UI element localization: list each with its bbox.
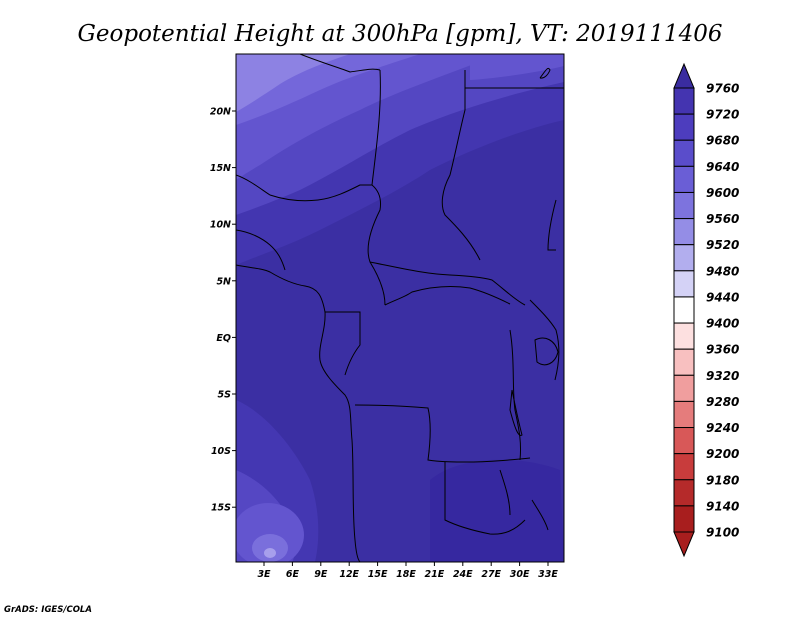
lake-1 — [509, 389, 523, 436]
colorbar-level-label: 9560 — [706, 212, 739, 226]
height-field — [236, 54, 564, 562]
colorbar-swatch — [673, 244, 695, 272]
colorbar-swatch — [673, 348, 695, 376]
border-6 — [325, 311, 361, 376]
border-2 — [441, 70, 481, 261]
colorbar-swatch — [673, 427, 695, 455]
lon-tick-label: 18E — [396, 569, 416, 580]
lon-tick-label: 15E — [368, 569, 388, 580]
colorbar-top-arrow — [673, 62, 695, 89]
colorbar-level-label: 9200 — [706, 447, 739, 461]
colorbar-bottom-arrow — [673, 531, 695, 558]
border-15 — [499, 469, 511, 516]
lon-tick-label: 24E — [453, 569, 473, 580]
border-3 — [236, 174, 372, 202]
colorbar-level-label: 9680 — [706, 134, 739, 148]
boundary-lines — [236, 54, 564, 562]
latitude-axis: 20N 15N 10N 5N EQ 5S 10S 15S — [210, 107, 236, 514]
lon-tick-label: 9E — [314, 569, 328, 580]
colorbar-swatch — [673, 270, 695, 298]
colorbar-swatch — [673, 139, 695, 167]
lat-tick-label: 20N — [210, 107, 231, 118]
colorbar-level-label: 9480 — [706, 264, 739, 278]
colorbar-swatch — [673, 218, 695, 246]
lat-tick-label: 10S — [211, 446, 231, 457]
grads-credit: GrADS: IGES/COLA — [4, 605, 92, 615]
colorbar-swatch — [673, 191, 695, 220]
map-panel: 3E 6E 9E 12E 15E 18E 21E 24E 27E 30E 33E 20N 15N 10N… — [210, 53, 565, 580]
colorbar-swatch — [673, 374, 695, 402]
lon-tick-label: 6E — [286, 569, 300, 580]
lat-tick-label: EQ — [216, 333, 231, 344]
colorbar-swatch — [673, 113, 695, 141]
longitude-axis: 3E 6E 9E 12E 15E 18E 21E 24E 27E 30E 33E — [257, 562, 558, 580]
colorbar-level-label: 9720 — [706, 108, 739, 122]
colorbar-legend: 9760 9720 9680 9640 9600 9560 9520 9480 9440 9400… — [673, 62, 739, 558]
colorbar-level-label: 9240 — [706, 421, 739, 435]
colorbar-swatch — [673, 165, 695, 193]
coast-east — [539, 67, 551, 79]
border-12 — [299, 54, 381, 73]
colorbar-level-label: 9320 — [706, 369, 739, 383]
lon-tick-label: 3E — [257, 569, 271, 580]
colorbar-level-label: 9600 — [706, 186, 739, 200]
colorbar-level-label: 9180 — [706, 473, 739, 487]
colorbar-swatch — [673, 400, 695, 429]
border-14 — [547, 199, 557, 251]
lat-tick-label: 15S — [211, 503, 231, 514]
colorbar-level-label: 9640 — [706, 160, 739, 174]
border-8 — [444, 462, 526, 535]
contour-south-5 — [264, 548, 276, 558]
lon-tick-label: 27E — [481, 569, 501, 580]
coastline — [236, 264, 361, 562]
lat-tick-label: 5S — [218, 390, 232, 401]
border-7 — [354, 404, 531, 463]
border-11 — [236, 229, 286, 271]
border-10 — [529, 299, 560, 381]
lon-tick-label: 33E — [538, 569, 558, 580]
lat-tick-label: 15N — [210, 163, 231, 174]
colorbar-level-label: 9520 — [706, 238, 739, 252]
border-9 — [509, 329, 521, 461]
colorbar-swatch — [673, 453, 695, 481]
colorbar-swatch — [673, 479, 695, 507]
colorbar-swatch — [673, 296, 695, 324]
colorbar-level-label: 9100 — [706, 526, 739, 540]
colorbar-swatch — [673, 87, 695, 115]
colorbar-level-label: 9280 — [706, 395, 739, 409]
colorbar-level-label: 9400 — [706, 317, 739, 331]
border-5 — [384, 286, 511, 306]
colorbar-swatch — [673, 505, 695, 533]
lon-tick-label: 30E — [510, 569, 530, 580]
map-frame — [235, 53, 565, 563]
lake-3 — [534, 337, 559, 366]
contour-9520 — [236, 54, 350, 112]
colorbar-level-label: 9760 — [706, 82, 739, 96]
colorbar-level-label: 9140 — [706, 499, 739, 513]
contour-se-dark — [430, 459, 564, 562]
border-1 — [367, 69, 386, 306]
colorbar-swatch — [673, 322, 695, 350]
lon-tick-label: 21E — [425, 569, 445, 580]
lon-tick-label: 12E — [339, 569, 359, 580]
contour-9720-east — [470, 54, 564, 80]
colorbar-level-label: 9440 — [706, 290, 739, 304]
lake-2 — [531, 499, 549, 531]
border-4 — [369, 261, 526, 306]
map-title: Geopotential Height at 300hPa [gpm], VT:… — [78, 21, 723, 47]
lat-tick-label: 10N — [210, 220, 231, 231]
colorbar-level-label: 9360 — [706, 343, 739, 357]
lat-tick-label: 5N — [216, 276, 231, 287]
